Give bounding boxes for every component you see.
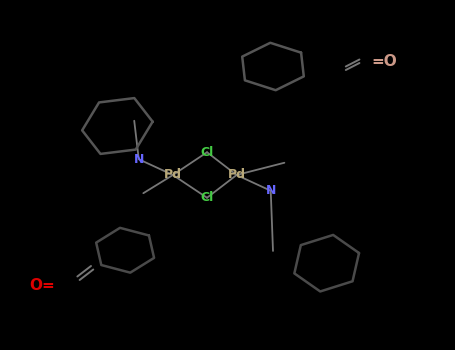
Text: O=: O= [29, 278, 55, 293]
Text: =O: =O [372, 54, 397, 69]
Text: Cl: Cl [200, 146, 214, 159]
Text: N: N [134, 153, 144, 166]
Text: Pd: Pd [228, 168, 246, 182]
Text: N: N [266, 184, 276, 197]
Text: Cl: Cl [200, 191, 214, 204]
Text: Pd: Pd [164, 168, 182, 182]
